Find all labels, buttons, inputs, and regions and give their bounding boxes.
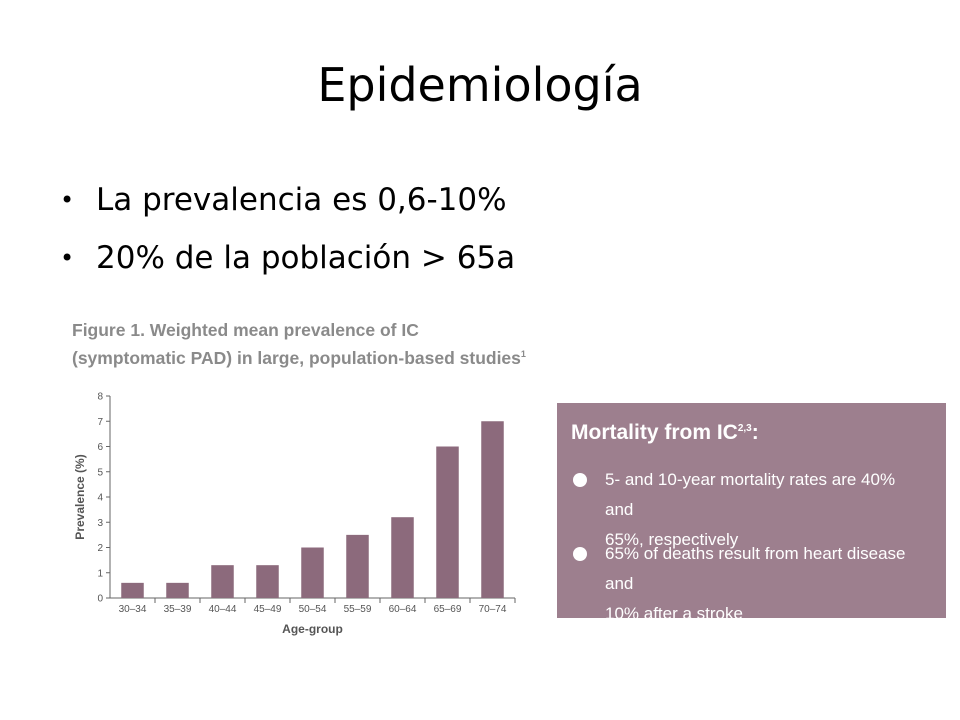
y-tick-label: 7 bbox=[97, 417, 103, 428]
y-tick-label: 2 bbox=[97, 543, 103, 554]
bullet-item: • 20% de la población > 65a bbox=[60, 234, 515, 292]
bar bbox=[436, 446, 459, 598]
x-axis-title: Age-group bbox=[282, 622, 343, 636]
mortality-item-text: 65% of deaths result from heart disease … bbox=[605, 539, 925, 629]
bullet-circle-icon bbox=[573, 473, 587, 487]
mortality-item-text: 5- and 10-year mortality rates are 40% a… bbox=[605, 465, 925, 555]
bar bbox=[211, 565, 234, 598]
bullet-text: La prevalencia es 0,6-10% bbox=[96, 182, 507, 218]
y-tick-label: 4 bbox=[97, 493, 103, 504]
bar bbox=[121, 582, 144, 598]
bullet-circle-icon bbox=[573, 547, 587, 561]
y-tick-label: 5 bbox=[97, 467, 103, 478]
bullet-dot-icon: • bbox=[60, 186, 75, 214]
bullet-text: 20% de la población > 65a bbox=[96, 240, 516, 276]
mortality-title: Mortality from IC2,3: bbox=[571, 421, 759, 445]
x-tick-label: 40–44 bbox=[209, 604, 237, 615]
figure-caption-ref: 1 bbox=[520, 349, 526, 359]
x-tick-label: 50–54 bbox=[299, 604, 327, 615]
mortality-title-text: Mortality from IC bbox=[571, 421, 738, 444]
bar bbox=[391, 517, 414, 598]
mortality-title-suffix: : bbox=[751, 421, 759, 444]
x-tick-label: 45–49 bbox=[254, 604, 282, 615]
figure-caption-line1: Figure 1. Weighted mean prevalence of IC bbox=[72, 320, 419, 340]
y-axis-title: Prevalence (%) bbox=[73, 454, 87, 539]
bullet-list: • La prevalencia es 0,6-10% • 20% de la po… bbox=[60, 176, 515, 292]
y-tick-label: 0 bbox=[97, 594, 103, 605]
mortality-item-line: 5- and 10-year mortality rates are 40% a… bbox=[605, 470, 896, 519]
mortality-title-refs: 2,3 bbox=[737, 423, 752, 434]
bar bbox=[481, 421, 504, 598]
bar bbox=[301, 547, 324, 598]
bar bbox=[256, 565, 279, 598]
x-tick-label: 70–74 bbox=[479, 604, 507, 615]
x-tick-label: 60–64 bbox=[389, 604, 417, 615]
mortality-box: Mortality from IC2,3: 5- and 10-year mor… bbox=[557, 403, 946, 623]
figure-caption-line2: (symptomatic PAD) in large, population-b… bbox=[72, 342, 552, 370]
y-tick-label: 6 bbox=[97, 442, 103, 453]
mortality-item-line: 65% of deaths result from heart disease … bbox=[605, 544, 906, 593]
bar bbox=[346, 534, 369, 598]
slide-title: Epidemiología bbox=[317, 58, 643, 112]
y-tick-label: 8 bbox=[97, 392, 103, 403]
bullet-item: • La prevalencia es 0,6-10% bbox=[60, 176, 515, 234]
chart-layer: 0 1 2 3 4 5 6 7 8 30–34 35–39 40–44 45–49 50–54 55–59 6… bbox=[73, 392, 516, 636]
mortality-item-line: 65%, respectively bbox=[605, 530, 739, 549]
x-tick-label: 30–34 bbox=[119, 604, 147, 615]
x-tick-label: 55–59 bbox=[344, 604, 372, 615]
x-tick-label: 65–69 bbox=[434, 604, 462, 615]
x-tick-label: 35–39 bbox=[164, 604, 192, 615]
prevalence-bar-chart: 0 1 2 3 4 5 6 7 8 30–34 35–39 40–44 45–49 50–54 55–59 6… bbox=[73, 392, 516, 636]
y-tick-label: 3 bbox=[97, 518, 103, 529]
bar bbox=[166, 582, 189, 598]
mortality-item-line: 10% after a stroke bbox=[605, 604, 743, 623]
y-tick-label: 1 bbox=[97, 568, 103, 579]
bullet-dot-icon: • bbox=[60, 244, 75, 272]
figure-caption: Figure 1. Weighted mean prevalence of IC… bbox=[72, 318, 552, 370]
figure-caption-line2-text: (symptomatic PAD) in large, population-b… bbox=[72, 347, 521, 368]
